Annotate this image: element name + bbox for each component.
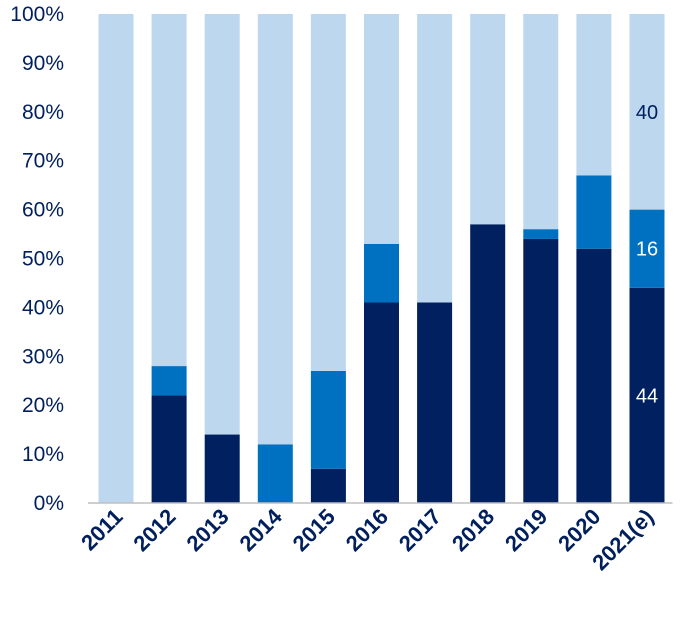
y-tick-label: 40% xyxy=(22,296,64,319)
bar-segment xyxy=(629,209,665,288)
bar-segment xyxy=(417,302,453,503)
x-tick-label: 2015 xyxy=(288,504,340,556)
bar-segment xyxy=(576,175,612,249)
bar-segment xyxy=(629,14,665,210)
data-label: 40 xyxy=(636,102,658,124)
bars xyxy=(98,14,665,503)
bar-segment xyxy=(151,366,187,396)
data-labels: 44 16 40 xyxy=(636,102,658,408)
x-tick-label: 2017 xyxy=(394,504,446,556)
y-tick-label: 100% xyxy=(10,3,64,26)
y-tick-label: 60% xyxy=(22,199,64,222)
bar-segment xyxy=(523,238,559,503)
bar-segment xyxy=(257,14,293,445)
x-axis: 2011 2012 2013 2014 2015 2016 2017 2018 2019 2020… xyxy=(76,503,658,575)
y-tick-label: 50% xyxy=(22,248,64,271)
bar-segment xyxy=(204,14,240,435)
x-tick-label: 2012 xyxy=(128,504,180,556)
bar-segment xyxy=(310,468,346,503)
x-tick-label: 2014 xyxy=(235,503,288,556)
bar-segment xyxy=(417,14,453,303)
x-tick-label: 2018 xyxy=(447,504,499,556)
x-tick-label: 2016 xyxy=(341,504,393,556)
bar-segment xyxy=(576,14,612,176)
bar-segment xyxy=(364,302,399,503)
data-label: 44 xyxy=(636,385,658,407)
bar-segment xyxy=(151,395,187,503)
x-tick-label: 2013 xyxy=(181,504,233,556)
bar-segment xyxy=(204,434,240,503)
x-tick-label: 2011 xyxy=(76,504,127,555)
bar-segment xyxy=(151,14,187,367)
bar-segment xyxy=(523,229,559,239)
bar-segment xyxy=(310,14,346,371)
y-axis: 0% 10% 20% 30% 40% 50% 60% 70% 80% 90% 100% xyxy=(10,3,64,515)
bar-segment xyxy=(310,370,346,469)
bar-segment xyxy=(364,243,399,303)
y-tick-label: 30% xyxy=(22,345,64,368)
bar-segment xyxy=(98,14,134,503)
y-tick-label: 80% xyxy=(22,101,64,124)
bar-segment xyxy=(364,14,399,244)
data-label: 16 xyxy=(636,239,658,261)
y-tick-label: 90% xyxy=(22,52,64,75)
bar-segment xyxy=(257,444,293,503)
bar-segment xyxy=(523,14,559,230)
bar-segment xyxy=(470,14,506,225)
y-tick-label: 70% xyxy=(22,150,64,173)
x-tick-label: 2019 xyxy=(500,504,552,556)
y-tick-label: 20% xyxy=(22,394,64,417)
bar-segment xyxy=(629,287,665,503)
y-tick-label: 0% xyxy=(34,492,64,515)
bar-segment xyxy=(470,224,506,503)
y-tick-label: 10% xyxy=(22,443,64,466)
bar-segment xyxy=(576,248,612,503)
